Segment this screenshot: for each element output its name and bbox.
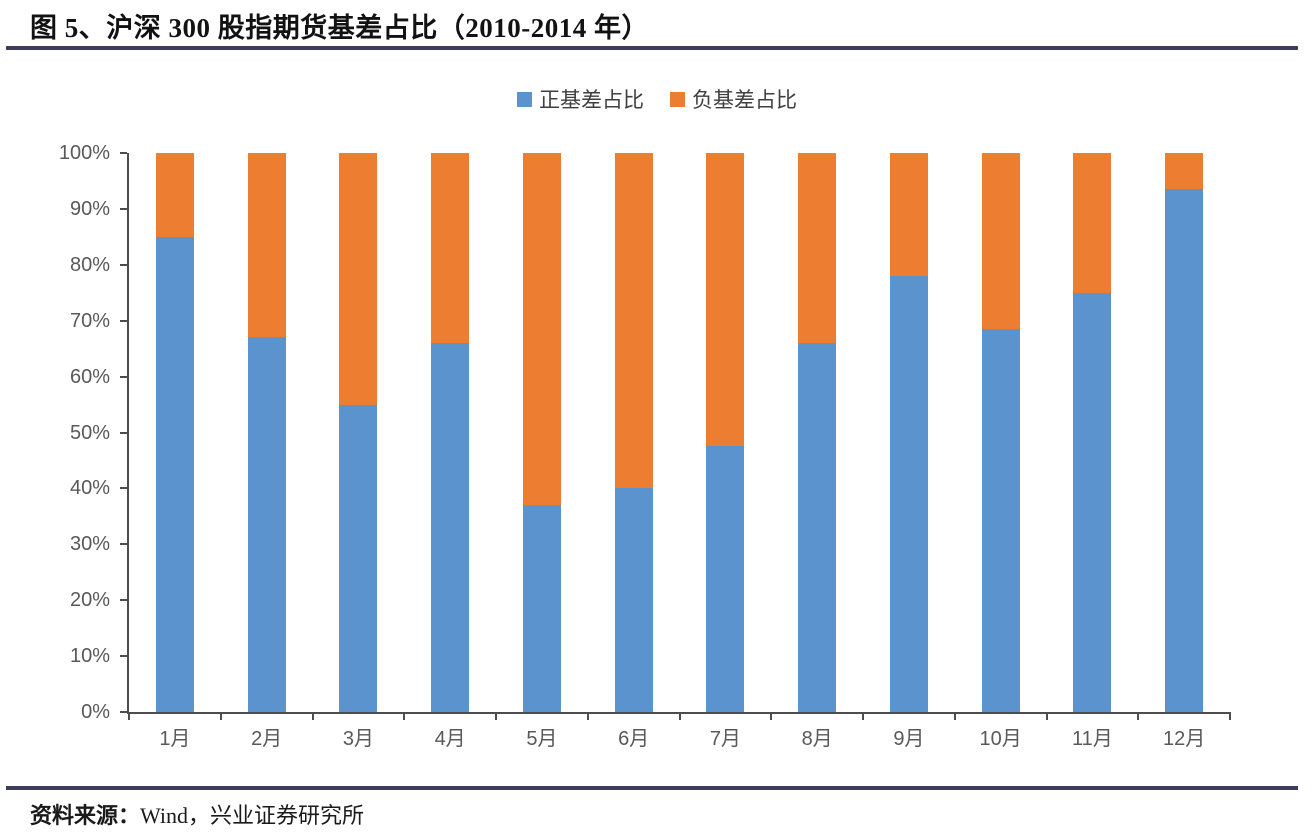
bar-segment-negative-basis <box>706 153 745 447</box>
x-axis-tick-label: 12月 <box>1163 728 1206 750</box>
y-axis-tick-label: 0% <box>81 701 110 723</box>
x-axis-tick <box>495 712 497 720</box>
x-axis-tick-label: 2月 <box>251 728 283 750</box>
bar-4月 <box>431 153 470 712</box>
bar-9月 <box>889 153 928 712</box>
y-axis-tick-label: 20% <box>69 589 110 612</box>
bar-segment-negative-basis <box>247 153 286 338</box>
x-axis-tick-label: 11月 <box>1071 728 1113 750</box>
bar-6月 <box>614 153 653 712</box>
bar-segment-positive-basis <box>798 343 837 712</box>
y-axis-tick <box>120 487 127 490</box>
x-axis-tick-label: 6月 <box>618 728 650 750</box>
y-axis-tick-label: 80% <box>69 253 110 276</box>
bar-segment-positive-basis <box>431 343 470 712</box>
bar-1月 <box>155 153 194 712</box>
bar-segment-negative-basis <box>981 153 1020 330</box>
y-axis-tick-label: 60% <box>69 365 110 388</box>
y-axis-tick <box>120 375 127 378</box>
y-axis-tick <box>120 431 127 434</box>
legend-label-positive: 正基差占比 <box>539 89 644 112</box>
y-axis-tick <box>120 263 127 266</box>
bar-8月 <box>798 153 837 712</box>
x-axis-tick <box>953 712 956 720</box>
x-axis-tick <box>770 712 773 720</box>
y-axis-line <box>127 153 129 714</box>
bar-segment-negative-basis <box>1165 153 1204 190</box>
bar-segment-positive-basis <box>614 488 653 712</box>
x-axis-tick-label: 4月 <box>434 728 466 750</box>
bar-2月 <box>247 153 286 712</box>
y-axis-tick-label: 10% <box>69 645 110 668</box>
bar-segment-positive-basis <box>155 236 194 712</box>
bar-segment-negative-basis <box>889 153 928 276</box>
x-axis-tick-label: 10月 <box>979 728 1022 750</box>
y-axis-tick-label: 30% <box>69 533 110 556</box>
x-axis-tick <box>862 712 864 720</box>
y-axis-tick <box>120 711 127 713</box>
y-axis-tick-label: 100% <box>58 142 110 164</box>
bar-segment-negative-basis <box>155 153 194 237</box>
bar-segment-negative-basis <box>798 153 837 344</box>
source-label: 资料来源： <box>30 803 141 828</box>
chart-legend: 正基差占比 负基差占比 <box>0 84 1314 114</box>
bar-segment-negative-basis <box>522 153 561 506</box>
legend-swatch-positive-icon <box>517 91 532 107</box>
bar-7月 <box>706 153 745 712</box>
bar-12月 <box>1165 153 1204 712</box>
title-divider-rule <box>6 46 1298 50</box>
x-axis-tick-label: 3月 <box>342 728 374 750</box>
y-axis-tick-label: 40% <box>69 477 110 500</box>
plot-area: 0% 10% 20% 30% 40% 50% 60% 70% 80% 90% 100% 1月 2月 3月 4… <box>59 142 1231 750</box>
bar-segment-positive-basis <box>339 404 378 712</box>
x-axis-tick <box>128 712 130 720</box>
bar-segment-negative-basis <box>339 153 378 405</box>
x-axis-tick <box>311 712 314 720</box>
bar-10月 <box>981 153 1020 712</box>
y-axis-tick-label: 90% <box>69 197 110 220</box>
x-axis-tick-label: 9月 <box>893 728 925 750</box>
x-axis-tick-label: 1月 <box>159 728 191 750</box>
legend-item-positive-basis: 正基差占比 <box>517 84 644 114</box>
legend-item-negative-basis: 负基差占比 <box>670 84 797 114</box>
bar-segment-positive-basis <box>706 446 745 712</box>
x-axis-tick <box>586 712 589 720</box>
bar-segment-negative-basis <box>431 153 470 344</box>
y-axis-tick <box>120 207 127 210</box>
y-axis-tick <box>120 655 127 658</box>
footer-divider-rule <box>6 786 1298 790</box>
x-axis-tick-label: 5月 <box>526 728 558 750</box>
x-axis-tick <box>1229 712 1231 720</box>
y-axis-tick <box>120 319 127 322</box>
source-text: Wind，兴业证券研究所 <box>140 803 365 828</box>
legend-swatch-negative-icon <box>670 91 685 107</box>
bar-segment-negative-basis <box>614 153 653 489</box>
bar-5月 <box>522 153 561 712</box>
x-axis-tick <box>1045 712 1048 720</box>
legend-label-negative: 负基差占比 <box>692 89 797 112</box>
bar-segment-positive-basis <box>889 275 928 712</box>
y-axis-tick <box>120 152 127 154</box>
bar-segment-negative-basis <box>1073 153 1112 293</box>
y-axis-tick <box>120 599 127 602</box>
y-axis-tick-label: 50% <box>69 421 110 444</box>
y-axis-tick-label: 70% <box>69 309 110 332</box>
bar-segment-positive-basis <box>981 329 1020 712</box>
x-axis-tick-label: 8月 <box>801 728 833 750</box>
bar-segment-positive-basis <box>1165 189 1204 712</box>
x-axis-tick <box>678 712 681 720</box>
source-line: 资料来源：Wind，兴业证券研究所 <box>30 798 364 830</box>
bar-segment-positive-basis <box>1073 292 1112 712</box>
x-axis-tick <box>1137 712 1140 720</box>
y-axis-tick <box>120 543 127 546</box>
bar-segment-positive-basis <box>522 505 561 712</box>
x-axis-tick <box>403 712 406 720</box>
bar-11月 <box>1073 153 1112 712</box>
bar-segment-positive-basis <box>247 337 286 712</box>
figure-title: 图 5、沪深 300 股指期货基差占比（2010-2014 年） <box>30 13 649 43</box>
x-axis-tick <box>219 712 222 720</box>
bar-3月 <box>339 153 378 712</box>
x-axis-tick-label: 7月 <box>709 728 741 750</box>
